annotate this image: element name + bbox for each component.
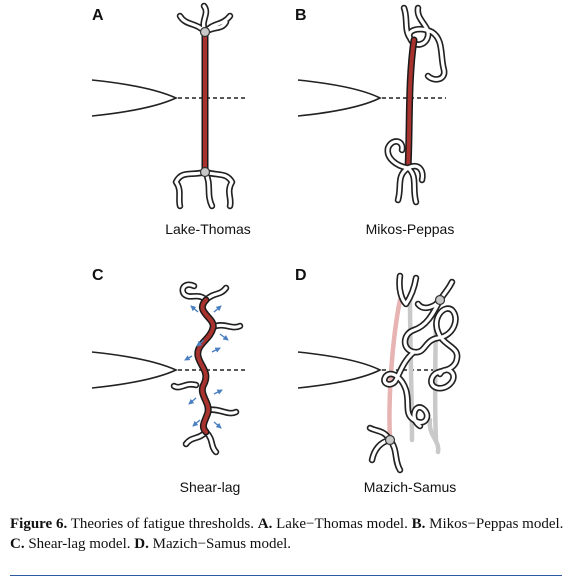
- lower-chains: [384, 138, 426, 206]
- panel-a-letter: A: [92, 7, 104, 24]
- panel-c-label: Shear-lag: [180, 479, 241, 495]
- lower-chains: [172, 168, 236, 210]
- caption-b-label: B.: [411, 516, 426, 532]
- crack-tip: [297, 351, 382, 389]
- panel-d-label: Mazich-Samus: [364, 479, 457, 495]
- panel-d-letter: D: [295, 267, 307, 284]
- caption-d-text: Mazich−Samus model.: [148, 536, 292, 552]
- panel-a-label: Lake-Thomas: [165, 221, 251, 237]
- panel-c-letter: C: [92, 267, 104, 284]
- panel-b-label: Mikos-Peppas: [366, 221, 455, 237]
- upper-chains: [176, 2, 234, 36]
- panel-b-letter: B: [295, 7, 307, 24]
- caption-rule: [10, 575, 562, 576]
- caption-a-text: Lake−Thomas model.: [272, 516, 412, 532]
- shear-arrows: [184, 305, 229, 429]
- upper-chains: [400, 4, 448, 83]
- caption-c-text: Shear-lag model.: [24, 536, 135, 552]
- crosslink-top: [434, 294, 446, 306]
- panel-d: D Mazich-Samus: [295, 267, 461, 495]
- panel-b: B Mikos-Peppas: [295, 4, 455, 237]
- caption-c-label: C.: [10, 536, 25, 552]
- crack-tip: [91, 79, 178, 117]
- figure-caption: Figure 6. Theories of fatigue thresholds…: [10, 514, 565, 554]
- bridging-chain: [406, 38, 416, 170]
- crack-tip: [91, 351, 178, 389]
- caption-d-label: D.: [134, 536, 149, 552]
- chain-ends: [170, 281, 244, 456]
- figure-diagram: A Lake-Thomas B Mikos-Peppas: [91, 2, 461, 495]
- caption-b-text: Mikos−Peppas model.: [425, 516, 564, 532]
- crosslink-top: [199, 26, 211, 38]
- caption-a-label: A.: [257, 516, 273, 532]
- panel-a: A Lake-Thomas: [91, 2, 251, 237]
- crosslink-bottom: [199, 166, 211, 178]
- figure-label: Figure 6.: [10, 516, 68, 532]
- panel-c: C Shear-lag: [91, 267, 248, 495]
- caption-text: Theories of fatigue thresholds.: [67, 516, 258, 532]
- crack-tip: [297, 79, 382, 117]
- bridging-chain: [195, 298, 216, 434]
- crosslink-bottom: [384, 434, 396, 446]
